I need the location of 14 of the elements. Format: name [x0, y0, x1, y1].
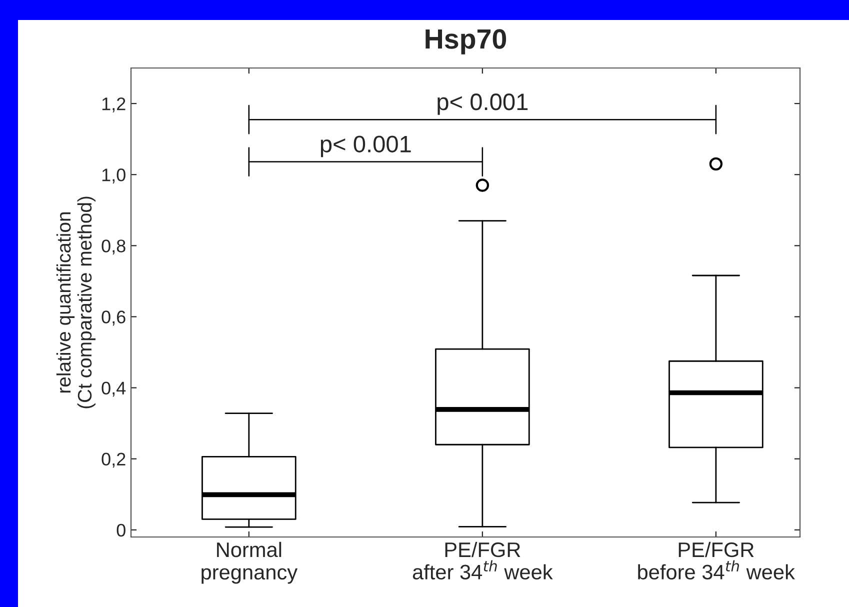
y-tick-label: 1,2	[102, 97, 126, 112]
y-tick-label: 0,6	[102, 310, 126, 326]
y-tick-label: 0,2	[102, 452, 126, 468]
y-tick-label: 0,4	[102, 382, 126, 397]
annotation: p< 0.001	[320, 136, 411, 158]
chart-title: Hsp70	[426, 29, 506, 54]
y-tick-label: 0	[116, 524, 126, 537]
y-axis-title: relative quantification (Ct comparative method)	[56, 196, 96, 408]
x-tick-label: Normal pregnancy	[202, 542, 298, 584]
annotation: p< 0.001	[438, 94, 528, 115]
x-tick-label: PE/FGR before 34$^{th}$ week	[638, 542, 795, 580]
y-tick-label: 0,8	[102, 240, 126, 255]
y-tick-label: 1,0	[102, 168, 126, 184]
x-tick-label: PE/FGR after 34$^{th}$ week	[412, 542, 553, 580]
